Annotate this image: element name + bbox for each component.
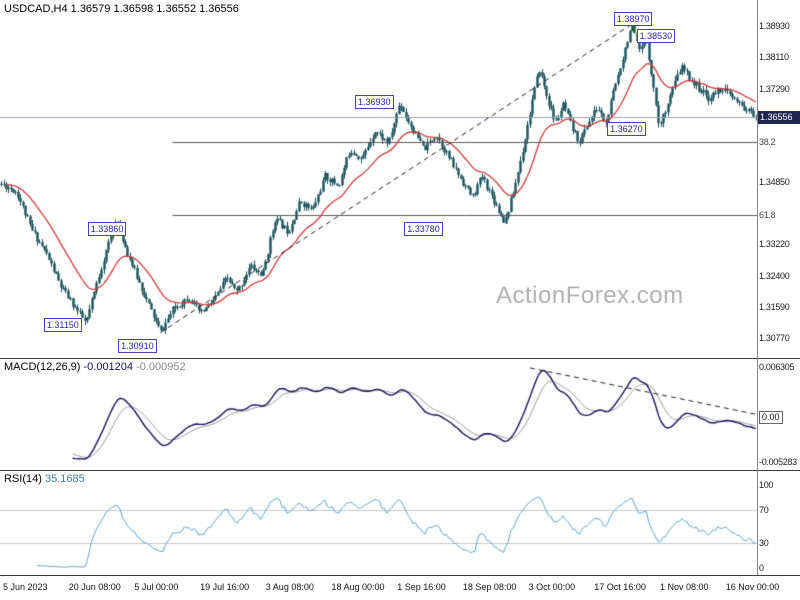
pivot-price-label: 1.38970 bbox=[613, 12, 653, 27]
time-axis-label: 5 Jun 2023 bbox=[3, 582, 48, 592]
rsi-value: 35.1685 bbox=[44, 473, 85, 485]
time-axis-label: 19 Jul 16:00 bbox=[200, 582, 250, 592]
time-axis-label: 1 Sep 16:00 bbox=[397, 582, 446, 592]
pivot-price-label: 1.38530 bbox=[636, 29, 676, 44]
price-axis-tick: 1.37290 bbox=[759, 83, 790, 94]
time-axis-label: 5 Jul 00:00 bbox=[134, 582, 179, 592]
rsi-axis-tick: 0 bbox=[759, 563, 764, 573]
price-macd-separator bbox=[0, 358, 800, 359]
chart-title: USDCAD,H4 1.36579 1.36598 1.36552 1.3655… bbox=[4, 3, 239, 15]
pivot-price-label: 1.31150 bbox=[43, 318, 82, 333]
rsi-canvas bbox=[0, 471, 757, 575]
price-chart-canvas bbox=[0, 0, 757, 358]
macd-rsi-separator bbox=[0, 470, 800, 471]
rsi-label: RSI(14) bbox=[4, 473, 42, 485]
price-axis-tick: 1.38930 bbox=[759, 20, 790, 31]
time-axis-label: 20 Jun 08:00 bbox=[68, 582, 121, 592]
rsi-axis-tick: 100 bbox=[759, 480, 774, 490]
pivot-price-label: 1.36270 bbox=[607, 121, 646, 136]
quote-high: 1.36598 bbox=[113, 3, 154, 15]
price-axis-tick: 1.34850 bbox=[759, 176, 790, 187]
time-axis-label: 18 Sep 08:00 bbox=[462, 582, 517, 592]
rsi-axis-tick: 30 bbox=[759, 538, 769, 549]
rsi-axis-tick: 70 bbox=[759, 504, 769, 515]
macd-canvas bbox=[0, 359, 757, 470]
macd-label: MACD(12,26,9) bbox=[4, 361, 81, 373]
fib-level-label: 38.2 bbox=[759, 136, 776, 147]
quote-close: 1.36556 bbox=[199, 3, 239, 15]
pivot-price-label: 1.30910 bbox=[118, 338, 157, 353]
pivot-price-label: 1.36930 bbox=[355, 95, 394, 110]
rsi-title: RSI(14) 35.1685 bbox=[4, 473, 85, 485]
macd-axis-min: -0.005283 bbox=[759, 457, 797, 467]
macd-main-value: -0.001204 bbox=[83, 361, 134, 373]
time-axis-label: 16 Nov 00:00 bbox=[725, 582, 780, 592]
macd-title: MACD(12,26,9) -0.001204 -0.000952 bbox=[4, 361, 186, 373]
price-axis-tick: 1.32400 bbox=[759, 270, 790, 281]
price-axis-tick: 1.31590 bbox=[759, 301, 790, 312]
time-axis-label: 3 Aug 08:00 bbox=[265, 582, 314, 592]
time-axis-label: 17 Oct 16:00 bbox=[594, 582, 646, 592]
current-price-tag: 1.36556 bbox=[758, 110, 800, 124]
macd-axis-zero: 0.00 bbox=[759, 411, 783, 425]
quote-low: 1.36552 bbox=[156, 3, 197, 15]
time-axis-label: 18 Aug 00:00 bbox=[331, 582, 385, 592]
axis-separator bbox=[757, 0, 758, 575]
time-axis-separator bbox=[0, 575, 800, 576]
price-axis-tick: 1.38110 bbox=[759, 52, 789, 63]
macd-axis-max: 0.006305 bbox=[759, 362, 795, 372]
symbol-timeframe-label: USDCAD,H4 bbox=[4, 3, 68, 15]
macd-signal-value: -0.000952 bbox=[136, 361, 186, 373]
time-axis-label: 3 Oct 00:00 bbox=[528, 582, 576, 592]
price-axis-tick: 1.33220 bbox=[759, 239, 790, 250]
price-axis-tick: 1.30770 bbox=[759, 332, 790, 343]
time-axis-label: 1 Nov 08:00 bbox=[660, 582, 709, 592]
fib-level-label: 61.8 bbox=[759, 209, 776, 220]
pivot-price-label: 1.33860 bbox=[87, 221, 127, 236]
quote-open: 1.36579 bbox=[70, 3, 111, 15]
pivot-price-label: 1.33780 bbox=[404, 221, 443, 236]
